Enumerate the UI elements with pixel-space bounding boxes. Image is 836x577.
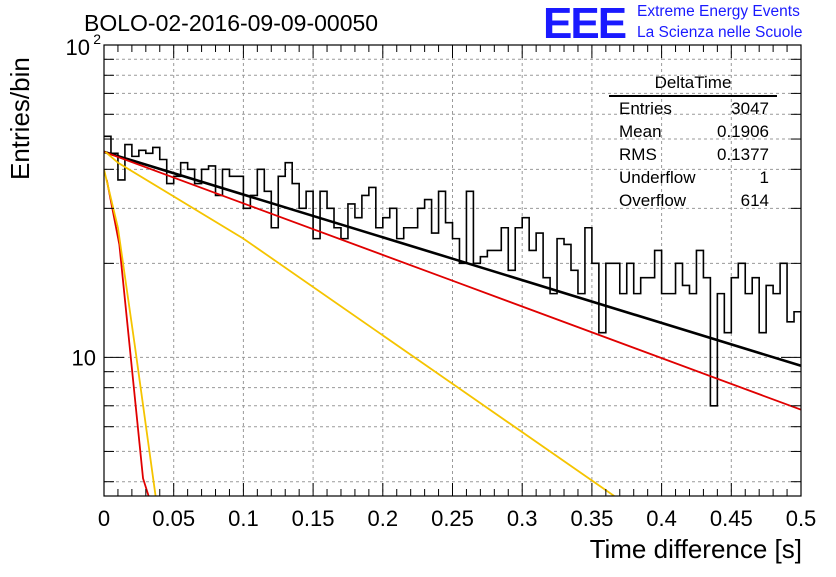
histogram-line <box>104 135 801 407</box>
y-axis-title: Entries/bin <box>5 57 35 180</box>
chart-title: BOLO-02-2016-09-09-00050 <box>84 10 379 36</box>
x-tick-label: 0.5 <box>786 506 817 531</box>
stats-label: Overflow <box>619 191 687 210</box>
y-tick-label: 10 <box>66 35 90 60</box>
x-tick-label: 0.45 <box>710 506 753 531</box>
x-tick-label: 0.3 <box>507 506 538 531</box>
x-tick-label: 0.35 <box>570 506 613 531</box>
fit-curve-fast-b <box>104 169 157 496</box>
stats-value: 614 <box>740 191 769 210</box>
x-tick-label: 0.1 <box>228 506 259 531</box>
x-tick-label: 0.15 <box>292 506 335 531</box>
fit-curve-slow <box>104 150 801 411</box>
fit-curve-total <box>104 150 801 368</box>
stats-label: Mean <box>619 122 662 141</box>
stats-label: Entries <box>619 99 672 118</box>
eee-logo: EEE <box>543 0 627 48</box>
stats-row-overflow: Overflow 614 <box>609 189 777 212</box>
stats-box: DeltaTime Entries 3047 Mean 0.1906 RMS 0… <box>609 73 777 212</box>
fit-curve-medium <box>104 151 615 496</box>
x-tick-label: 0.25 <box>431 506 474 531</box>
stats-title: DeltaTime <box>609 73 777 97</box>
x-tick-label: 0.4 <box>646 506 677 531</box>
stats-label: Underflow <box>619 168 696 187</box>
stats-row-mean: Mean 0.1906 <box>609 120 777 143</box>
x-tick-label: 0.2 <box>368 506 399 531</box>
stats-row-rms: RMS 0.1377 <box>609 143 777 166</box>
y-tick-label: 10 <box>72 345 96 370</box>
y-tick-label-exponent: 2 <box>93 31 101 47</box>
fit-curve-fast <box>105 179 150 496</box>
stats-value: 0.1906 <box>717 122 769 141</box>
stats-row-underflow: Underflow 1 <box>609 166 777 189</box>
stats-value: 0.1377 <box>717 145 769 164</box>
logo-line1: Extreme Energy Events <box>637 3 800 20</box>
x-axis-title: Time difference [s] <box>589 534 802 564</box>
x-tick-label: 0.05 <box>152 506 195 531</box>
logo-line2: La Scienza nelle Scuole <box>637 24 803 41</box>
stats-row-entries: Entries 3047 <box>609 97 777 120</box>
x-tick-label: 0 <box>98 506 110 531</box>
stats-value: 3047 <box>731 99 769 118</box>
stats-value: 1 <box>759 168 769 187</box>
stats-label: RMS <box>619 145 657 164</box>
